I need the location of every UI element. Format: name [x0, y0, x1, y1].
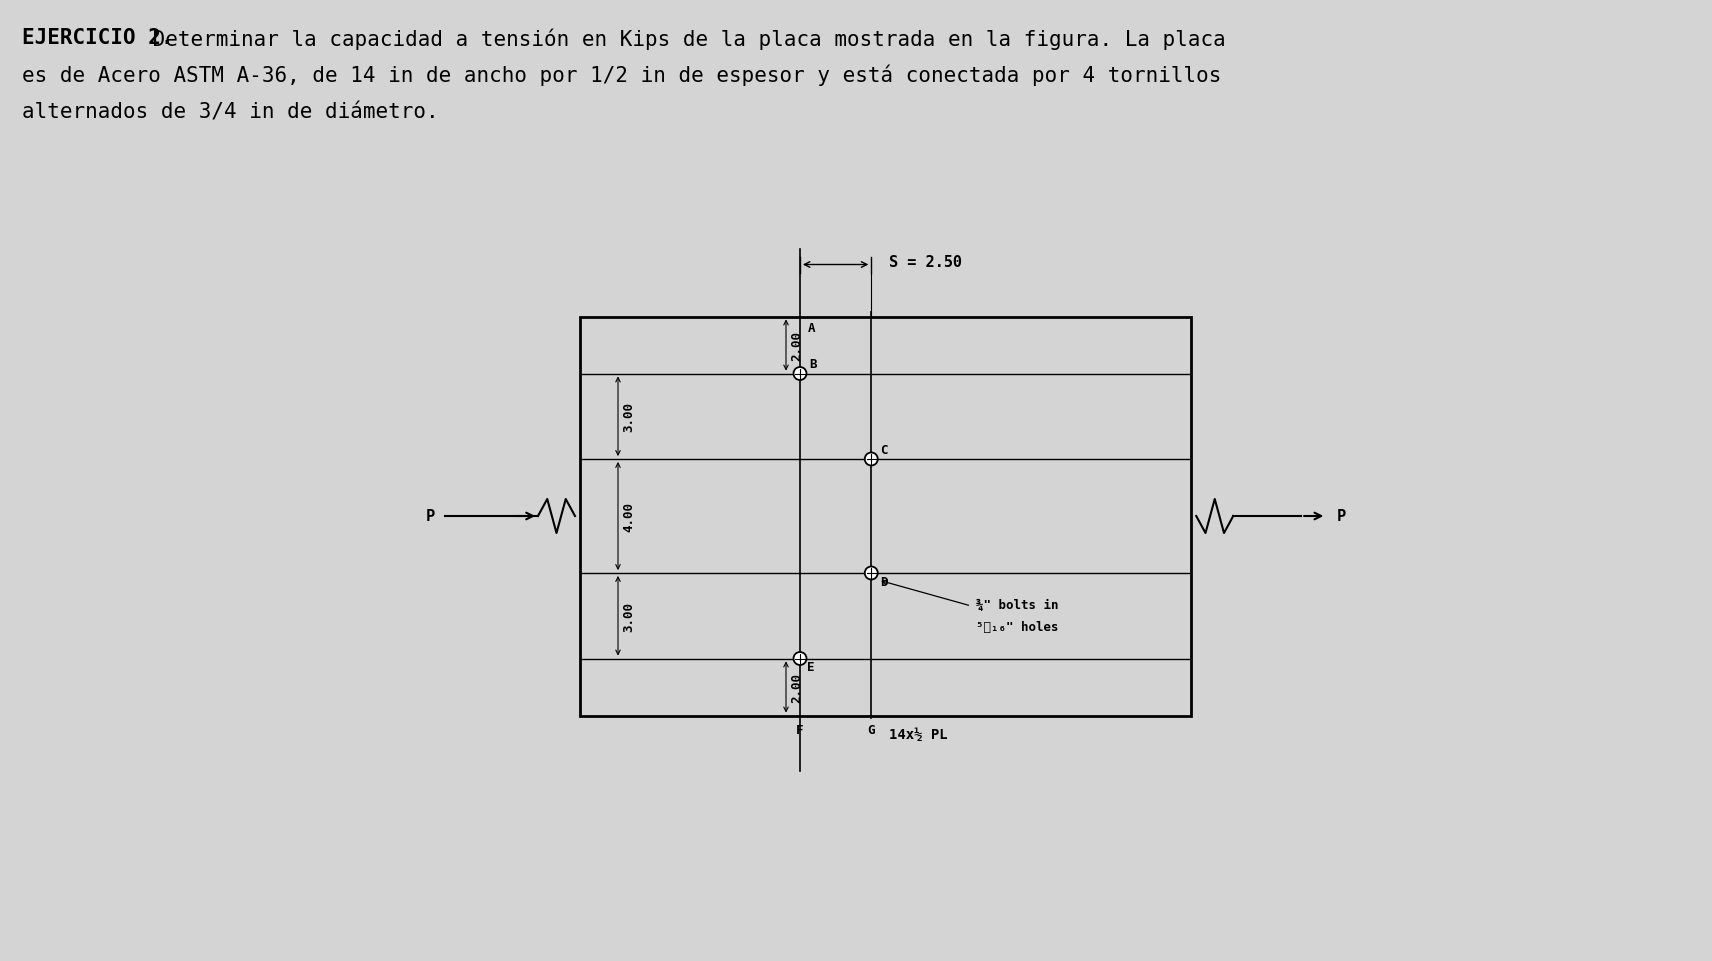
Text: alternados de 3/4 in de diámetro.: alternados de 3/4 in de diámetro.: [22, 102, 438, 122]
Text: 3.00: 3.00: [621, 602, 635, 631]
Text: ¾" bolts in: ¾" bolts in: [976, 599, 1058, 611]
Circle shape: [865, 567, 878, 579]
Text: 2.00: 2.00: [789, 331, 803, 360]
Circle shape: [793, 368, 806, 381]
Text: 14x½ PL: 14x½ PL: [889, 727, 948, 742]
Text: B: B: [810, 358, 817, 371]
Circle shape: [793, 653, 806, 665]
Text: F: F: [796, 724, 803, 737]
Text: EJERCICIO 2.: EJERCICIO 2.: [22, 28, 173, 48]
Text: S = 2.50: S = 2.50: [889, 255, 962, 270]
Text: 3.00: 3.00: [621, 402, 635, 431]
Text: 4.00: 4.00: [621, 502, 635, 531]
Text: 2.00: 2.00: [789, 673, 803, 702]
Text: G: G: [868, 724, 875, 737]
Text: P: P: [1337, 509, 1346, 524]
Text: A: A: [808, 322, 815, 335]
Text: C: C: [880, 444, 889, 456]
Text: E: E: [806, 661, 815, 674]
Text: Determinar la capacidad a tensión en Kips de la placa mostrada en la figura. La : Determinar la capacidad a tensión en Kip…: [140, 28, 1226, 49]
Text: ⁵⁄₁₆" holes: ⁵⁄₁₆" holes: [976, 621, 1058, 633]
Text: P: P: [426, 509, 435, 524]
Text: D: D: [880, 576, 889, 588]
Circle shape: [865, 453, 878, 466]
Text: es de Acero ASTM A-36, de 14 in de ancho por 1/2 in de espesor y está conectada : es de Acero ASTM A-36, de 14 in de ancho…: [22, 65, 1221, 86]
